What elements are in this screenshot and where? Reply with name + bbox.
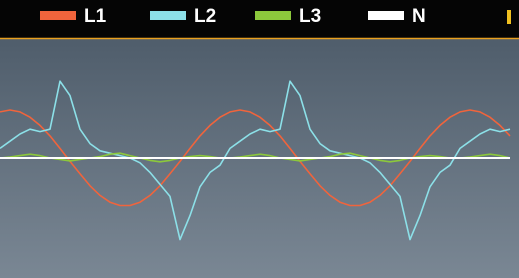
legend-label: L1 bbox=[84, 6, 107, 27]
legend-label: N bbox=[412, 6, 426, 27]
scope-screen: L1 L2 L3 N bbox=[0, 0, 519, 278]
legend-swatch bbox=[150, 11, 186, 20]
status-marker bbox=[507, 10, 511, 24]
legend-swatch bbox=[368, 11, 404, 20]
legend-label: L2 bbox=[194, 6, 216, 27]
legend-swatch bbox=[40, 11, 76, 20]
legend-swatch bbox=[255, 11, 291, 20]
legend-label: L3 bbox=[299, 6, 321, 27]
